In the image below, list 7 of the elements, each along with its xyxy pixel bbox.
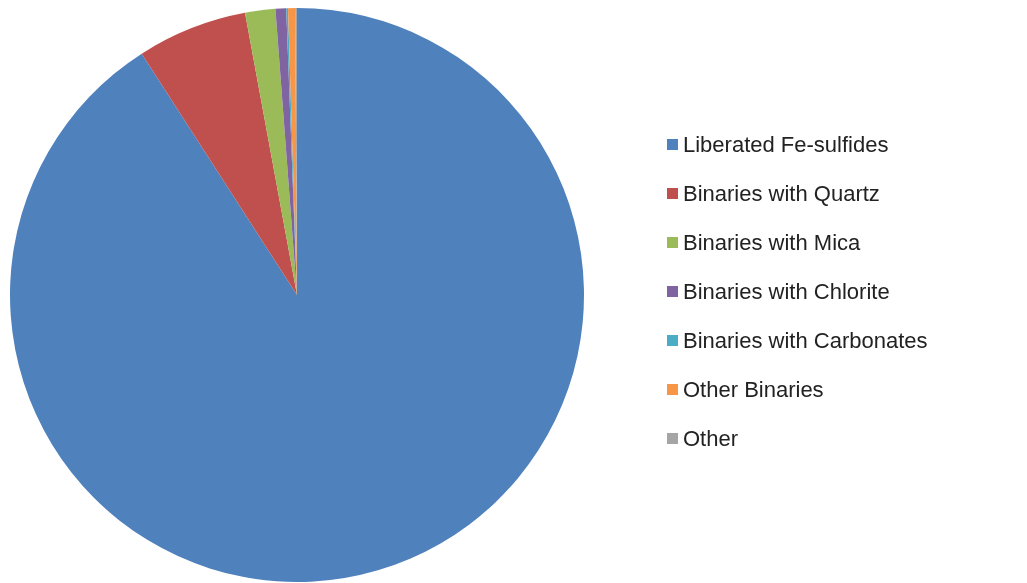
legend-label: Liberated Fe-sulfides bbox=[683, 132, 889, 157]
legend-label: Binaries with Quartz bbox=[683, 181, 880, 206]
legend-label: Binaries with Mica bbox=[683, 230, 862, 255]
legend-label: Other bbox=[683, 426, 739, 451]
legend-label: Binaries with Carbonates bbox=[683, 328, 928, 353]
legend-label: Binaries with Chlorite bbox=[683, 279, 890, 304]
legend-label: Other Binaries bbox=[683, 377, 824, 402]
